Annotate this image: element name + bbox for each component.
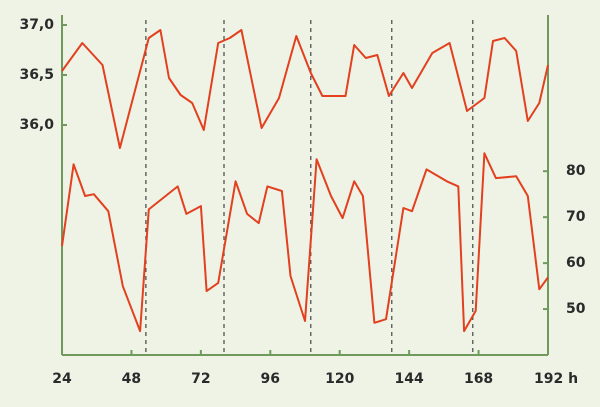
data-line: [61, 152, 549, 333]
y-tick-label: 36,0: [19, 117, 54, 133]
y2-tick-label: 50: [566, 301, 586, 317]
x-tick-label: 48: [122, 371, 141, 387]
x-tick-label: 168: [464, 371, 493, 387]
x-tick-label: 24: [52, 371, 72, 387]
y2-tick-label: 80: [566, 163, 586, 179]
x-tick-label: 192 h: [534, 371, 578, 387]
x-tick-label: 72: [191, 371, 210, 387]
y2-tick-label: 60: [566, 255, 586, 271]
y2-tick-label: 70: [566, 209, 586, 225]
x-tick-label: 96: [261, 371, 280, 387]
x-tick-label: 120: [325, 371, 354, 387]
y-tick-label: 36,5: [19, 67, 54, 83]
x-tick-label: 144: [395, 371, 424, 387]
y-tick-label: 37,0: [19, 17, 54, 33]
data-line: [61, 29, 549, 149]
